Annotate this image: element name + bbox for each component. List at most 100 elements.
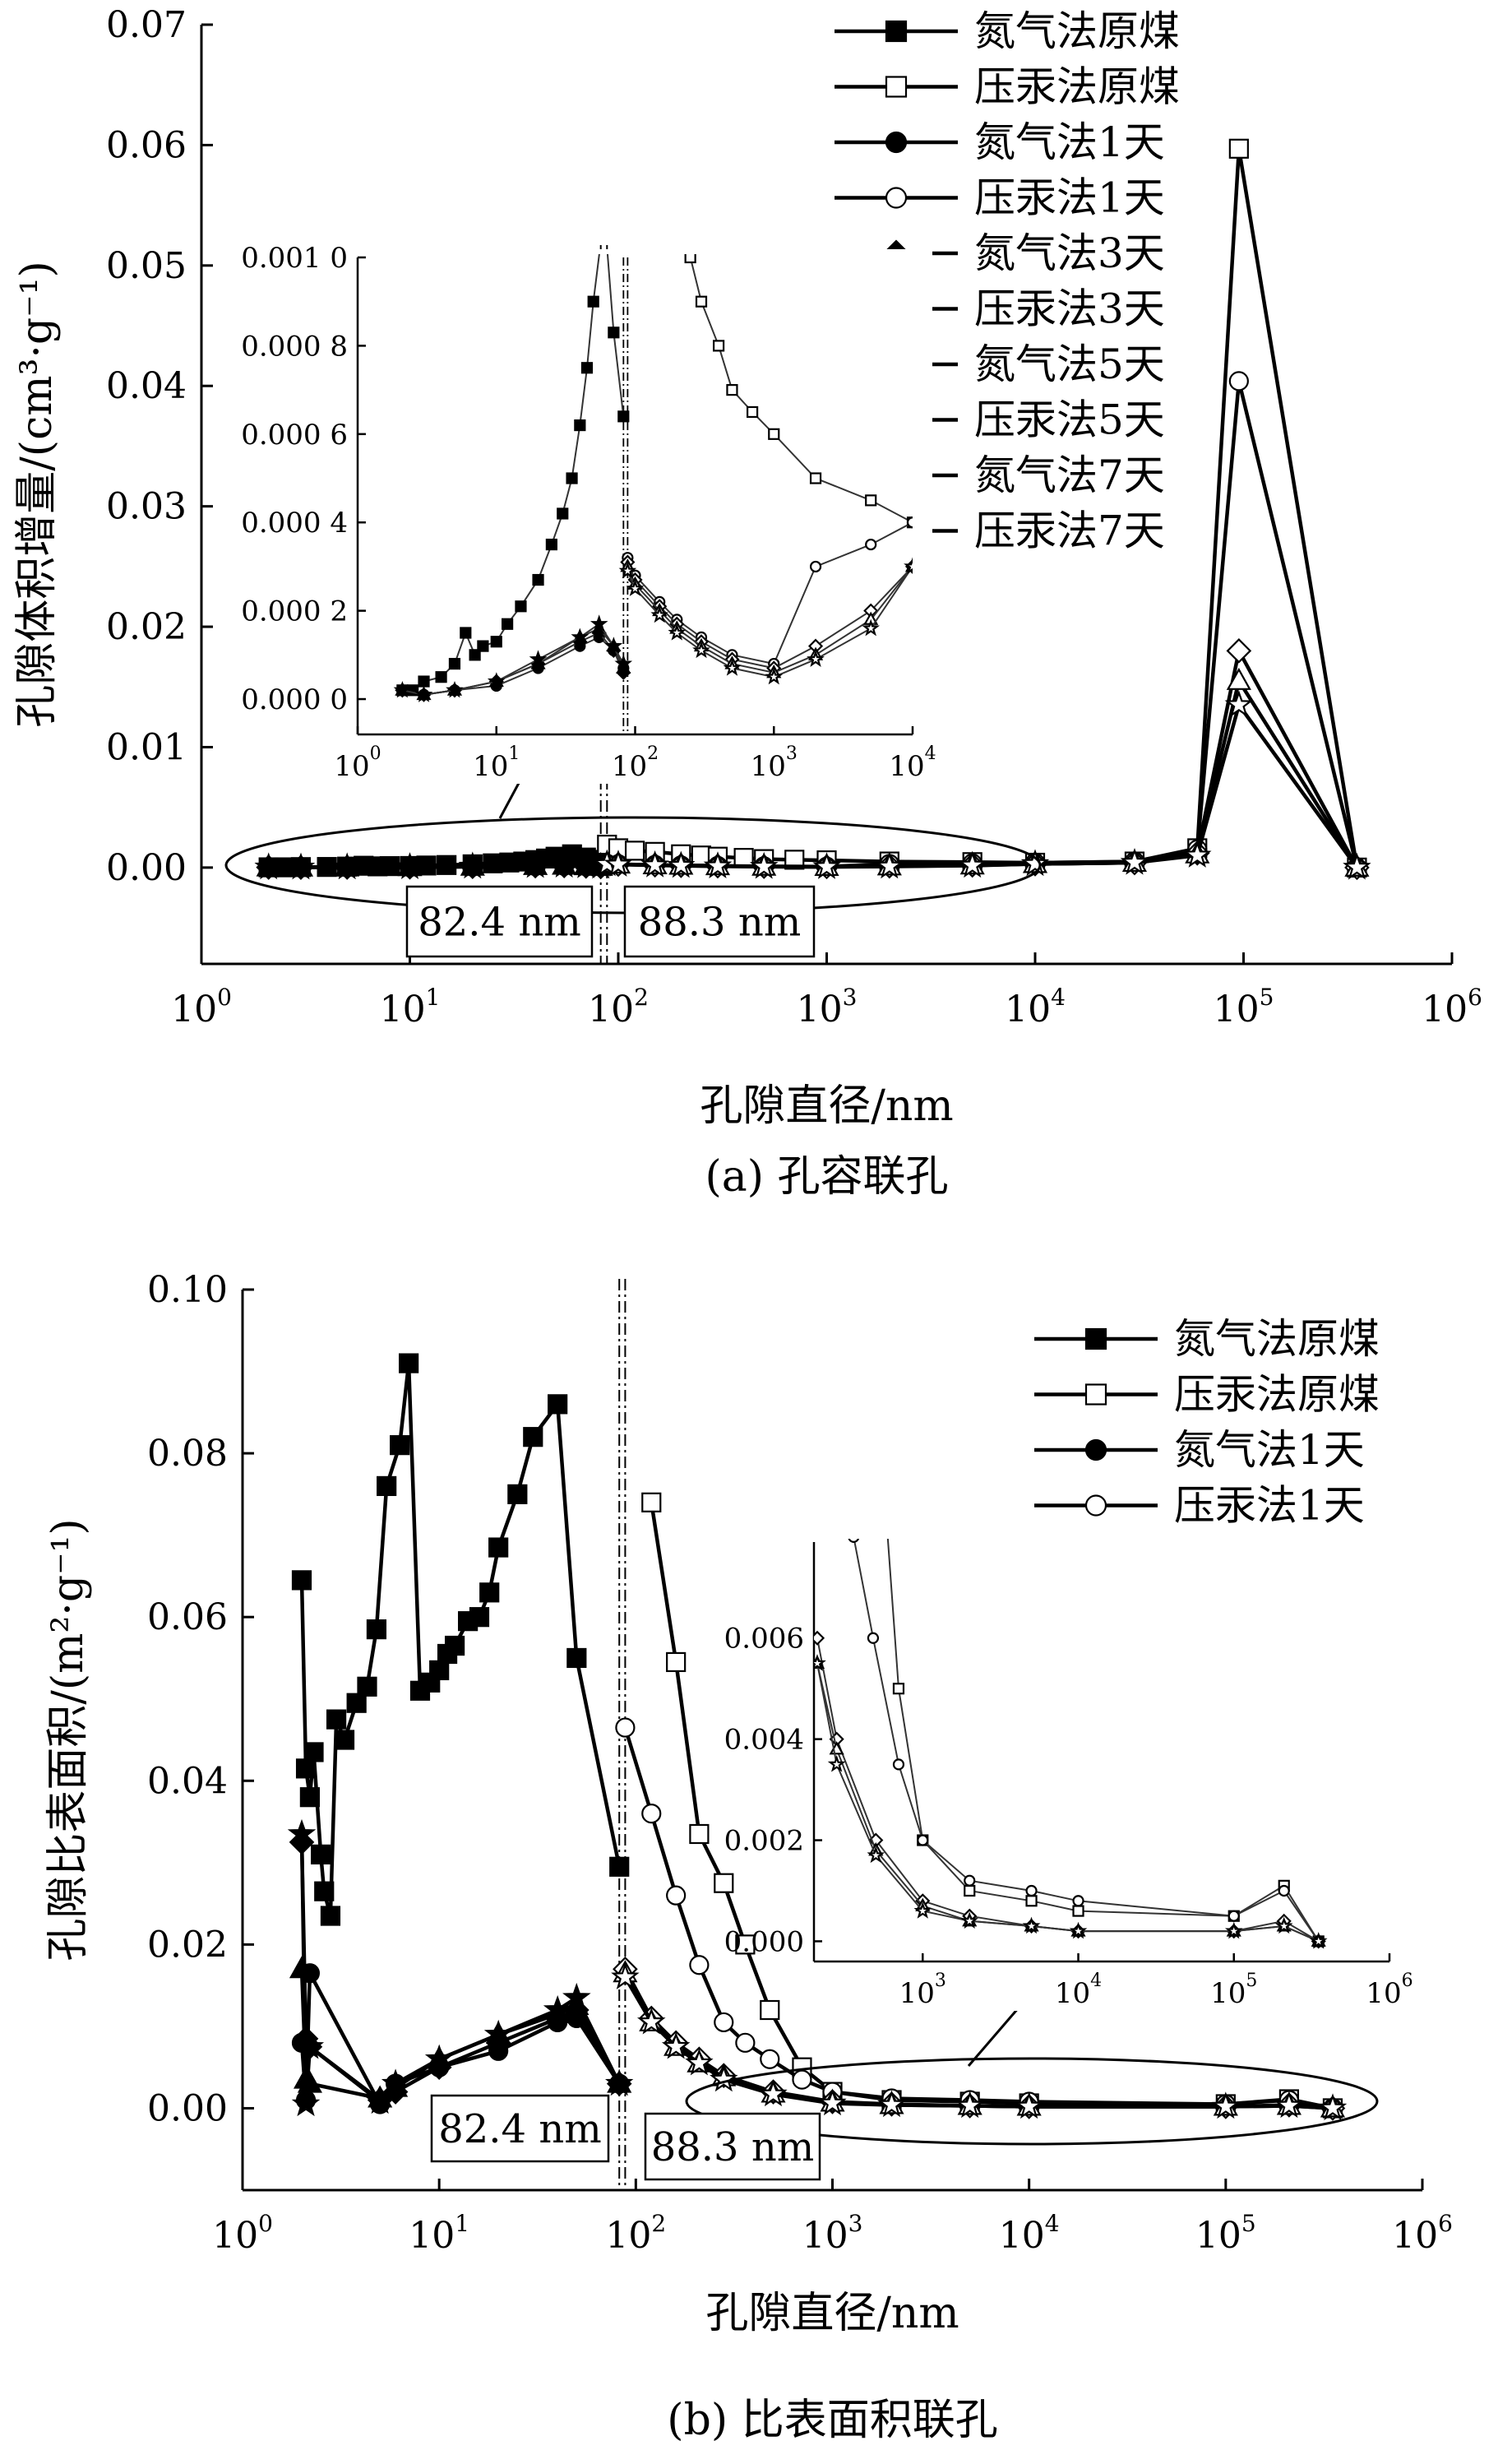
- data-point: [714, 1873, 734, 1893]
- legend-label: 氮气法5天: [974, 340, 1165, 388]
- data-point: [289, 1956, 315, 1979]
- inset-data-point: [1025, 1895, 1038, 1907]
- data-point: [759, 2079, 788, 2107]
- x-tick-label: 100: [212, 2210, 273, 2257]
- y-tick-label: 0.00: [147, 2087, 228, 2129]
- data-point: [357, 1676, 377, 1697]
- inset-data-point: [1069, 1921, 1088, 1939]
- y-axis-title: 孔隙体积增量/(cm³·g⁻¹): [12, 261, 62, 727]
- inset-data-point: [904, 557, 913, 575]
- data-point: [320, 1906, 341, 1926]
- inset-data-point: [747, 405, 759, 419]
- x-tick-label: 103: [797, 984, 858, 1031]
- inset-series-line: [626, 566, 913, 674]
- data-point: [366, 1619, 387, 1640]
- inset-data-point: [502, 618, 514, 630]
- panel-a: 0.00 0.01 0.02 0.03 0.04 0.05 0.06 0.07 100 101 10…: [12, 4, 1482, 1202]
- inset-data-point: [848, 926, 858, 936]
- inset-data-point: [608, 327, 620, 339]
- series-9: [593, 690, 1371, 880]
- inset-data-point: [692, 641, 710, 659]
- data-point: [1120, 847, 1149, 875]
- legend-label: 氮气法原煤: [974, 7, 1180, 55]
- inset-chart: 0.000 0 0.000 2 0.000 4 0.000 6 0.000 8 0.001…: [241, 76, 936, 784]
- data-point: [1020, 849, 1050, 877]
- data-point: [749, 851, 779, 879]
- annotation-box: 88.3 nm: [623, 885, 816, 958]
- data-point: [326, 1709, 347, 1730]
- inset-data-point: [589, 614, 608, 632]
- inset-y-tick-label: 0.000 8: [241, 330, 348, 363]
- data-point: [784, 850, 805, 870]
- inset-data-point: [515, 600, 527, 613]
- data-point: [287, 1818, 317, 1846]
- inset-data-point: [1274, 1916, 1293, 1934]
- annotation-frame: [623, 885, 816, 958]
- inset-data-point: [726, 384, 738, 396]
- x-tick-label: 102: [605, 2210, 666, 2257]
- inset-series-line: [626, 521, 913, 665]
- annotation-box: 88.3 nm: [644, 2112, 821, 2181]
- inset-series-9: [814, 1654, 1328, 1949]
- inset-data-point: [906, 516, 913, 529]
- annotation-box: 82.4 nm: [405, 885, 594, 958]
- data-point: [566, 1647, 587, 1669]
- inset-y-tick-label: 0.002: [724, 1825, 804, 1858]
- y-tick-label: 0.00: [106, 847, 187, 889]
- legend-marker: [1084, 1327, 1107, 1350]
- y-tick-label: 0.10: [147, 1269, 228, 1311]
- annotation-label: 88.3 nm: [651, 2124, 815, 2170]
- data-point: [458, 851, 488, 879]
- inset-data-point: [418, 675, 430, 688]
- inset-data-point: [768, 428, 780, 440]
- x-tick-label: 101: [409, 2210, 469, 2257]
- data-point: [714, 2012, 734, 2033]
- legend-marker: [885, 20, 908, 43]
- data-point: [254, 852, 283, 880]
- data-point: [641, 1492, 662, 1512]
- series-line: [299, 1833, 622, 2106]
- inset-data-point: [641, 76, 651, 86]
- data-point: [958, 850, 987, 878]
- data-point: [640, 850, 669, 878]
- inset-data-point: [964, 1884, 976, 1897]
- data-point: [311, 1844, 331, 1864]
- inset-plot-area: [393, 76, 913, 702]
- legend-label: 压汞法1天: [1174, 1482, 1365, 1530]
- inset-data-point: [545, 538, 558, 551]
- inset-x-tick-label: 100: [334, 743, 381, 783]
- annotation-box: 82.4 nm: [430, 2094, 610, 2163]
- inset-data-point: [414, 685, 433, 702]
- legend-marker: [1084, 1438, 1107, 1461]
- data-point: [760, 1999, 780, 2021]
- legend-marker: [1084, 1494, 1107, 1517]
- data-point: [604, 2068, 634, 2096]
- inset-data-point: [614, 654, 633, 672]
- series-line: [299, 1971, 622, 2106]
- y-tick-label: 0.04: [106, 365, 187, 407]
- data-point: [334, 1730, 355, 1750]
- data-point: [1211, 2091, 1241, 2119]
- annotation-frame: [405, 885, 594, 958]
- data-point: [1224, 690, 1254, 717]
- data-point: [955, 2091, 984, 2119]
- y-tick-label: 0.07: [106, 4, 187, 46]
- x-tick-label: 106: [1422, 984, 1482, 1031]
- data-point: [295, 2031, 325, 2059]
- series-8: [287, 1818, 634, 2117]
- inset-data-point: [809, 472, 822, 484]
- data-point: [286, 852, 316, 880]
- data-point: [735, 1934, 756, 1955]
- y-tick-label: 0.08: [147, 1433, 228, 1475]
- inset-data-point: [865, 538, 877, 551]
- inset-y-tick-label: 0.006: [724, 1623, 804, 1656]
- annotation-label: 82.4 nm: [438, 2106, 602, 2152]
- y-tick-label: 0.01: [106, 726, 187, 768]
- inset-data-point: [867, 1632, 880, 1644]
- data-point: [332, 852, 362, 880]
- inset-data-point: [814, 1630, 825, 1646]
- annotation-label: 88.3 nm: [638, 900, 802, 946]
- data-point: [1228, 371, 1249, 391]
- data-point: [666, 1651, 687, 1673]
